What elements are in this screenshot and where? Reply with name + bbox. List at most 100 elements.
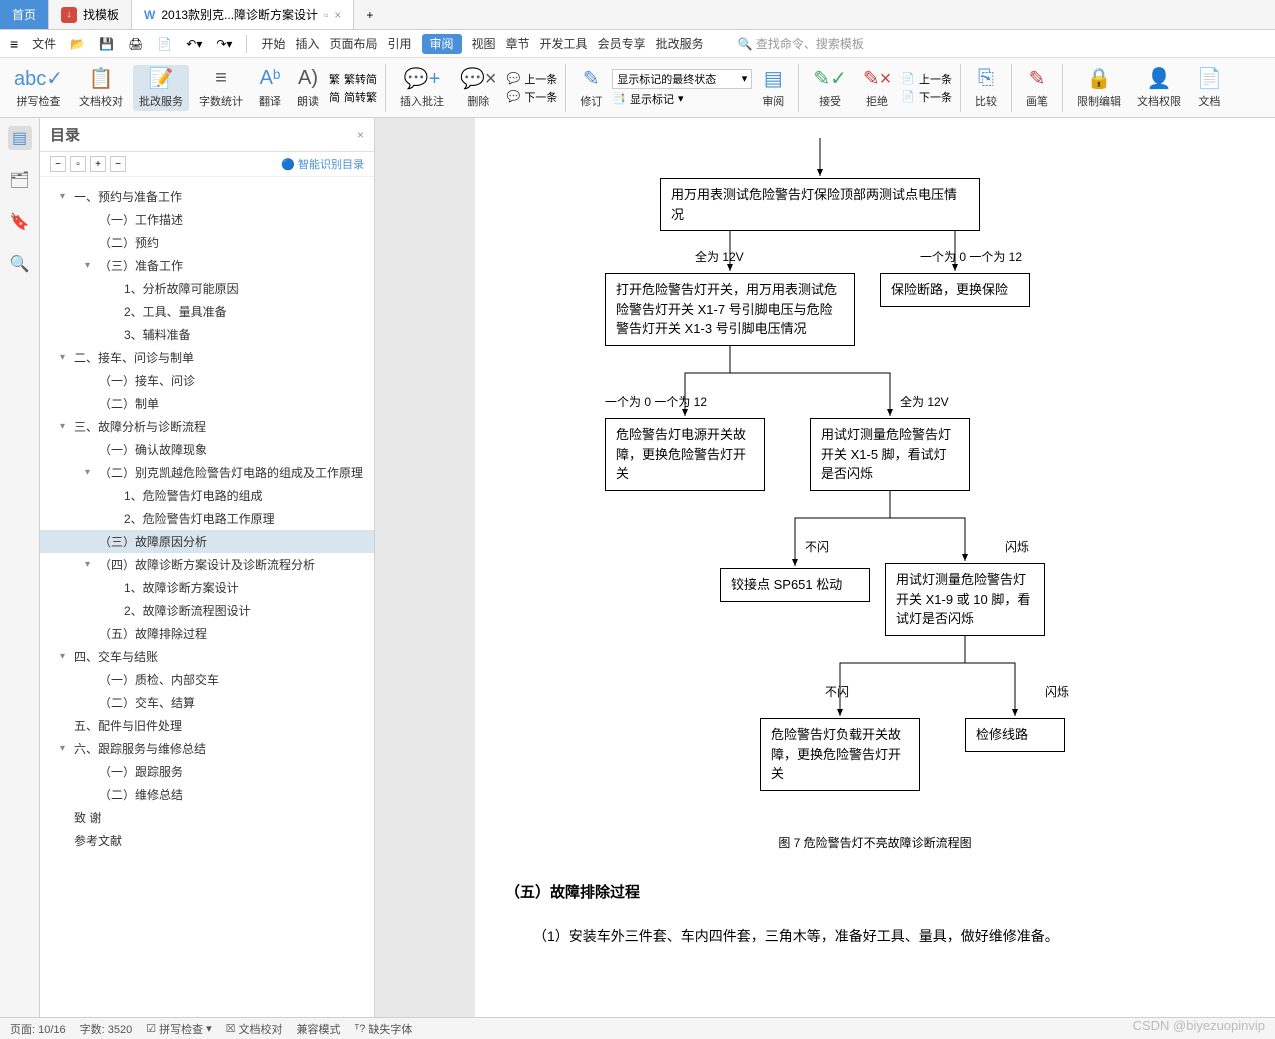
- toc-item[interactable]: 1、故障诊断方案设计: [40, 576, 374, 599]
- outline-icon[interactable]: ▤: [8, 126, 32, 150]
- proofing-status[interactable]: ☒ 文档校对: [226, 1021, 283, 1037]
- chevron-icon[interactable]: ▾: [60, 352, 74, 363]
- toc-item[interactable]: ▾二、接车、问诊与制单: [40, 346, 374, 369]
- menu-会员专享[interactable]: 会员专享: [598, 37, 646, 51]
- toc-item[interactable]: ▾一、预约与准备工作: [40, 185, 374, 208]
- compat-mode[interactable]: 兼容模式: [297, 1021, 341, 1037]
- toc-item[interactable]: （一）工作描述: [40, 208, 374, 231]
- toc-item[interactable]: 2、危险警告灯电路工作原理: [40, 507, 374, 530]
- insert-comment-button[interactable]: 💬+插入批注: [394, 65, 450, 111]
- search-box[interactable]: 🔍 查找命令、搜索模板: [738, 35, 864, 52]
- menu-批改服务[interactable]: 批改服务: [656, 37, 704, 51]
- revision-service-button[interactable]: 📝批改服务: [133, 65, 189, 111]
- next-change-button[interactable]: 📄 下一条: [901, 89, 952, 105]
- toc-item[interactable]: 1、危险警告灯电路的组成: [40, 484, 374, 507]
- tab-document[interactable]: W 2013款别克...障诊断方案设计 ▫ ×: [132, 0, 354, 29]
- menu-开始[interactable]: 开始: [261, 37, 285, 51]
- collapse-all-icon[interactable]: −: [50, 156, 66, 172]
- markup-state-dropdown[interactable]: 显示标记的最终状态▾: [612, 69, 752, 89]
- chevron-icon[interactable]: ▾: [60, 651, 74, 662]
- chevron-icon[interactable]: ▾: [60, 421, 74, 432]
- toc-item[interactable]: ▾三、故障分析与诊断流程: [40, 415, 374, 438]
- delete-comment-button[interactable]: 💬×删除: [454, 65, 503, 111]
- toc-item[interactable]: （一）跟踪服务: [40, 760, 374, 783]
- tab-popout-icon[interactable]: ▫: [324, 8, 328, 22]
- prev-comment-button[interactable]: 💬 上一条: [507, 71, 558, 87]
- hamburger-icon[interactable]: ≡: [10, 36, 18, 52]
- toc-item[interactable]: （五）故障排除过程: [40, 622, 374, 645]
- nav-icon[interactable]: 🗂: [8, 168, 32, 192]
- bookmark-icon[interactable]: 🔖: [8, 210, 32, 234]
- menu-插入[interactable]: 插入: [295, 37, 319, 51]
- new-tab-button[interactable]: +: [354, 0, 385, 29]
- menu-开发工具[interactable]: 开发工具: [540, 37, 588, 51]
- toc-item[interactable]: 参考文献: [40, 829, 374, 852]
- page-indicator[interactable]: 页面: 10/16: [10, 1021, 66, 1037]
- spellcheck-status[interactable]: ☑ 拼写检查 ▾: [146, 1021, 211, 1037]
- chevron-icon[interactable]: ▾: [60, 743, 74, 754]
- next-comment-button[interactable]: 💬 下一条: [507, 89, 558, 105]
- chevron-icon[interactable]: ▾: [60, 191, 74, 202]
- tab-template[interactable]: ↓ 找模板: [49, 0, 132, 29]
- accept-button[interactable]: ✎✓接受: [807, 65, 853, 111]
- level-up-icon[interactable]: +: [90, 156, 106, 172]
- toc-item[interactable]: ▾（四）故障诊断方案设计及诊断流程分析: [40, 553, 374, 576]
- ink-button[interactable]: ✎画笔: [1020, 65, 1054, 111]
- qat-preview-icon[interactable]: 📄: [157, 37, 172, 51]
- review-pane-button[interactable]: ▤审阅: [756, 65, 790, 111]
- compare-button[interactable]: ⎘比较: [969, 65, 1003, 111]
- search-icon[interactable]: 🔍: [8, 252, 32, 276]
- menu-审阅[interactable]: 审阅: [422, 34, 462, 54]
- menu-页面布局[interactable]: 页面布局: [329, 37, 377, 51]
- simp-to-trad-button[interactable]: 简 简转繁: [329, 89, 377, 105]
- toc-item[interactable]: ▾（二）别克凯越危险警告灯电路的组成及工作原理: [40, 461, 374, 484]
- menu-章节[interactable]: 章节: [506, 37, 530, 51]
- close-toc-icon[interactable]: ×: [357, 128, 364, 142]
- proofing-button[interactable]: 📋文档校对: [73, 65, 129, 111]
- doc-auth-button[interactable]: 📄文档: [1191, 65, 1228, 111]
- toc-item[interactable]: ▾四、交车与结账: [40, 645, 374, 668]
- trad-to-simp-button[interactable]: 繁 繁转简: [329, 71, 377, 87]
- close-icon[interactable]: ×: [334, 8, 341, 22]
- smart-toc-button[interactable]: 🔵 智能识别目录: [281, 156, 364, 172]
- level-down-icon[interactable]: −: [110, 156, 126, 172]
- read-aloud-button[interactable]: A)朗读: [291, 65, 325, 111]
- toc-item[interactable]: 2、故障诊断流程图设计: [40, 599, 374, 622]
- restrict-edit-button[interactable]: 🔒限制编辑: [1071, 65, 1127, 111]
- toc-item[interactable]: 五、配件与旧件处理: [40, 714, 374, 737]
- tab-home[interactable]: 首页: [0, 0, 49, 29]
- toc-item[interactable]: 3、辅料准备: [40, 323, 374, 346]
- toc-item[interactable]: （二）维修总结: [40, 783, 374, 806]
- toc-item[interactable]: ▾（三）准备工作: [40, 254, 374, 277]
- chevron-icon[interactable]: ▾: [85, 559, 99, 570]
- reject-button[interactable]: ✎×拒绝: [857, 65, 897, 111]
- chevron-icon[interactable]: ▾: [85, 260, 99, 271]
- missing-font[interactable]: ᵀ? 缺失字体: [355, 1021, 413, 1037]
- show-markup-button[interactable]: 📑 显示标记 ▾: [612, 91, 752, 107]
- toc-item[interactable]: ▾六、跟踪服务与维修总结: [40, 737, 374, 760]
- toc-item[interactable]: 1、分析故障可能原因: [40, 277, 374, 300]
- menu-视图[interactable]: 视图: [472, 37, 496, 51]
- doc-permission-button[interactable]: 👤文档权限: [1131, 65, 1187, 111]
- translate-button[interactable]: Aᵇ翻译: [253, 65, 287, 111]
- document-area[interactable]: 用万用表测试危险警告灯保险顶部两测试点电压情况打开危险警告灯开关，用万用表测试危…: [375, 118, 1275, 1017]
- chevron-icon[interactable]: ▾: [85, 467, 99, 478]
- menu-file[interactable]: 文件: [32, 35, 56, 52]
- qat-print-icon[interactable]: 🖨: [128, 37, 143, 51]
- toc-item[interactable]: （一）质检、内部交车: [40, 668, 374, 691]
- toc-item[interactable]: 2、工具、量具准备: [40, 300, 374, 323]
- toc-item[interactable]: （二）预约: [40, 231, 374, 254]
- prev-change-button[interactable]: 📄 上一条: [901, 71, 952, 87]
- wordcount-button[interactable]: ≡字数统计: [193, 65, 249, 111]
- toc-item[interactable]: 致 谢: [40, 806, 374, 829]
- toc-item[interactable]: （三）故障原因分析: [40, 530, 374, 553]
- spellcheck-button[interactable]: abc✓拼写检查: [8, 65, 69, 111]
- qat-save-icon[interactable]: 💾: [99, 37, 114, 51]
- track-changes-button[interactable]: ✎修订: [574, 65, 608, 111]
- expand-all-icon[interactable]: ▫: [70, 156, 86, 172]
- qat-redo-icon[interactable]: ↷▾: [216, 37, 232, 51]
- word-count[interactable]: 字数: 3520: [80, 1021, 133, 1037]
- toc-item[interactable]: （二）交车、结算: [40, 691, 374, 714]
- qat-open-icon[interactable]: 📂: [70, 37, 85, 51]
- menu-引用[interactable]: 引用: [387, 37, 411, 51]
